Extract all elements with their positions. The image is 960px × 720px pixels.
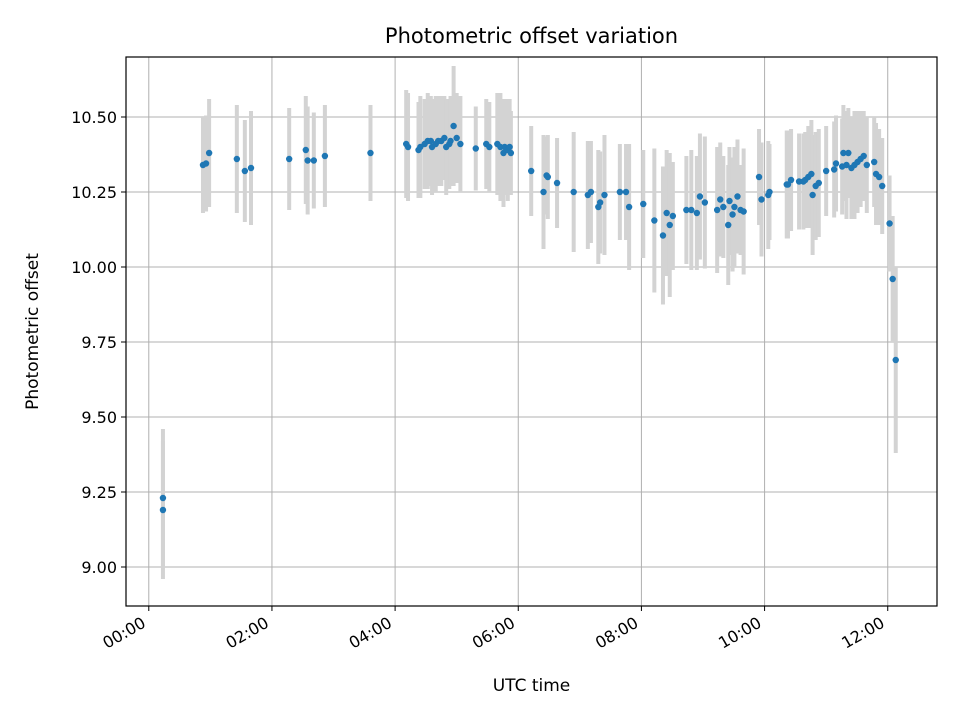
data-point [159,506,167,514]
data-point [651,217,658,224]
data-point [587,188,595,196]
data-point [725,221,732,229]
data-point [544,173,552,181]
data-point [713,206,721,214]
y-tick-label: 9.75 [81,333,117,352]
data-point [285,155,293,163]
data-point [404,143,412,151]
data-point [506,143,513,151]
data-point [740,208,747,215]
data-point [596,199,604,206]
data-point [875,173,883,181]
data-point [808,170,815,178]
data-point [310,157,318,164]
data-point [886,220,893,227]
data-point [427,137,435,145]
data-point [822,167,830,175]
data-point [457,140,464,148]
data-point [755,173,763,181]
data-point [717,196,724,203]
data-point [860,152,867,160]
data-point [570,188,577,196]
data-point [625,203,633,211]
y-tick-label: 10.00 [71,258,117,277]
y-axis-label: Photometric offset [23,253,43,410]
data-point [758,196,765,203]
chart-title: Photometric offset variation [385,24,678,48]
data-point [843,161,850,169]
x-axis-label: UTC time [493,676,571,696]
data-point [845,149,852,157]
data-point [688,206,695,214]
data-point [830,166,838,173]
data-point [304,157,311,164]
data-point [202,160,210,167]
data-point [367,149,374,157]
plot-frame [125,56,938,607]
data-point [302,146,310,154]
data-point [233,155,241,163]
data-point [840,149,847,157]
data-point [693,209,701,217]
data-point [447,137,454,145]
data-point [205,149,213,157]
data-point [892,356,899,364]
data-point [666,221,673,229]
data-point [787,176,795,184]
data-point [159,494,167,502]
data-point [241,167,249,175]
data-point [863,161,870,169]
data-point [720,203,727,211]
data-point [622,188,630,196]
data-point [870,158,878,166]
data-point [726,197,733,205]
data-point [486,143,493,151]
y-tick-label: 10.50 [71,108,117,127]
data-point [878,182,886,190]
data-point [734,193,741,200]
y-tick-label: 9.00 [81,558,117,577]
data-points [159,122,899,514]
data-point [450,122,457,130]
data-point [507,149,515,157]
y-tick-label: 10.25 [71,183,117,202]
data-point [815,179,822,187]
data-point [729,211,736,218]
data-point [809,191,816,199]
data-point [247,164,255,172]
data-point [701,199,709,206]
data-point [616,188,624,196]
data-point [889,275,896,283]
data-point [441,134,448,142]
data-point [766,188,773,196]
data-point [669,212,677,220]
y-axis: 9.00 9.25 9.50 9.75 10.00 10.25 10.50 [71,108,126,577]
data-point [683,206,690,214]
y-tick-label: 9.50 [81,408,117,427]
data-point [472,145,479,152]
data-point [540,188,547,196]
data-point [663,209,670,217]
data-point [553,179,561,187]
data-point [640,200,647,208]
data-point [527,167,535,175]
y-tick-label: 9.25 [81,483,117,502]
data-point [321,152,329,160]
data-point [784,181,792,188]
data-point [696,193,704,200]
data-point [731,203,738,211]
data-point [659,232,667,239]
data-point [601,191,608,199]
data-point [832,160,840,167]
data-point [453,134,460,142]
